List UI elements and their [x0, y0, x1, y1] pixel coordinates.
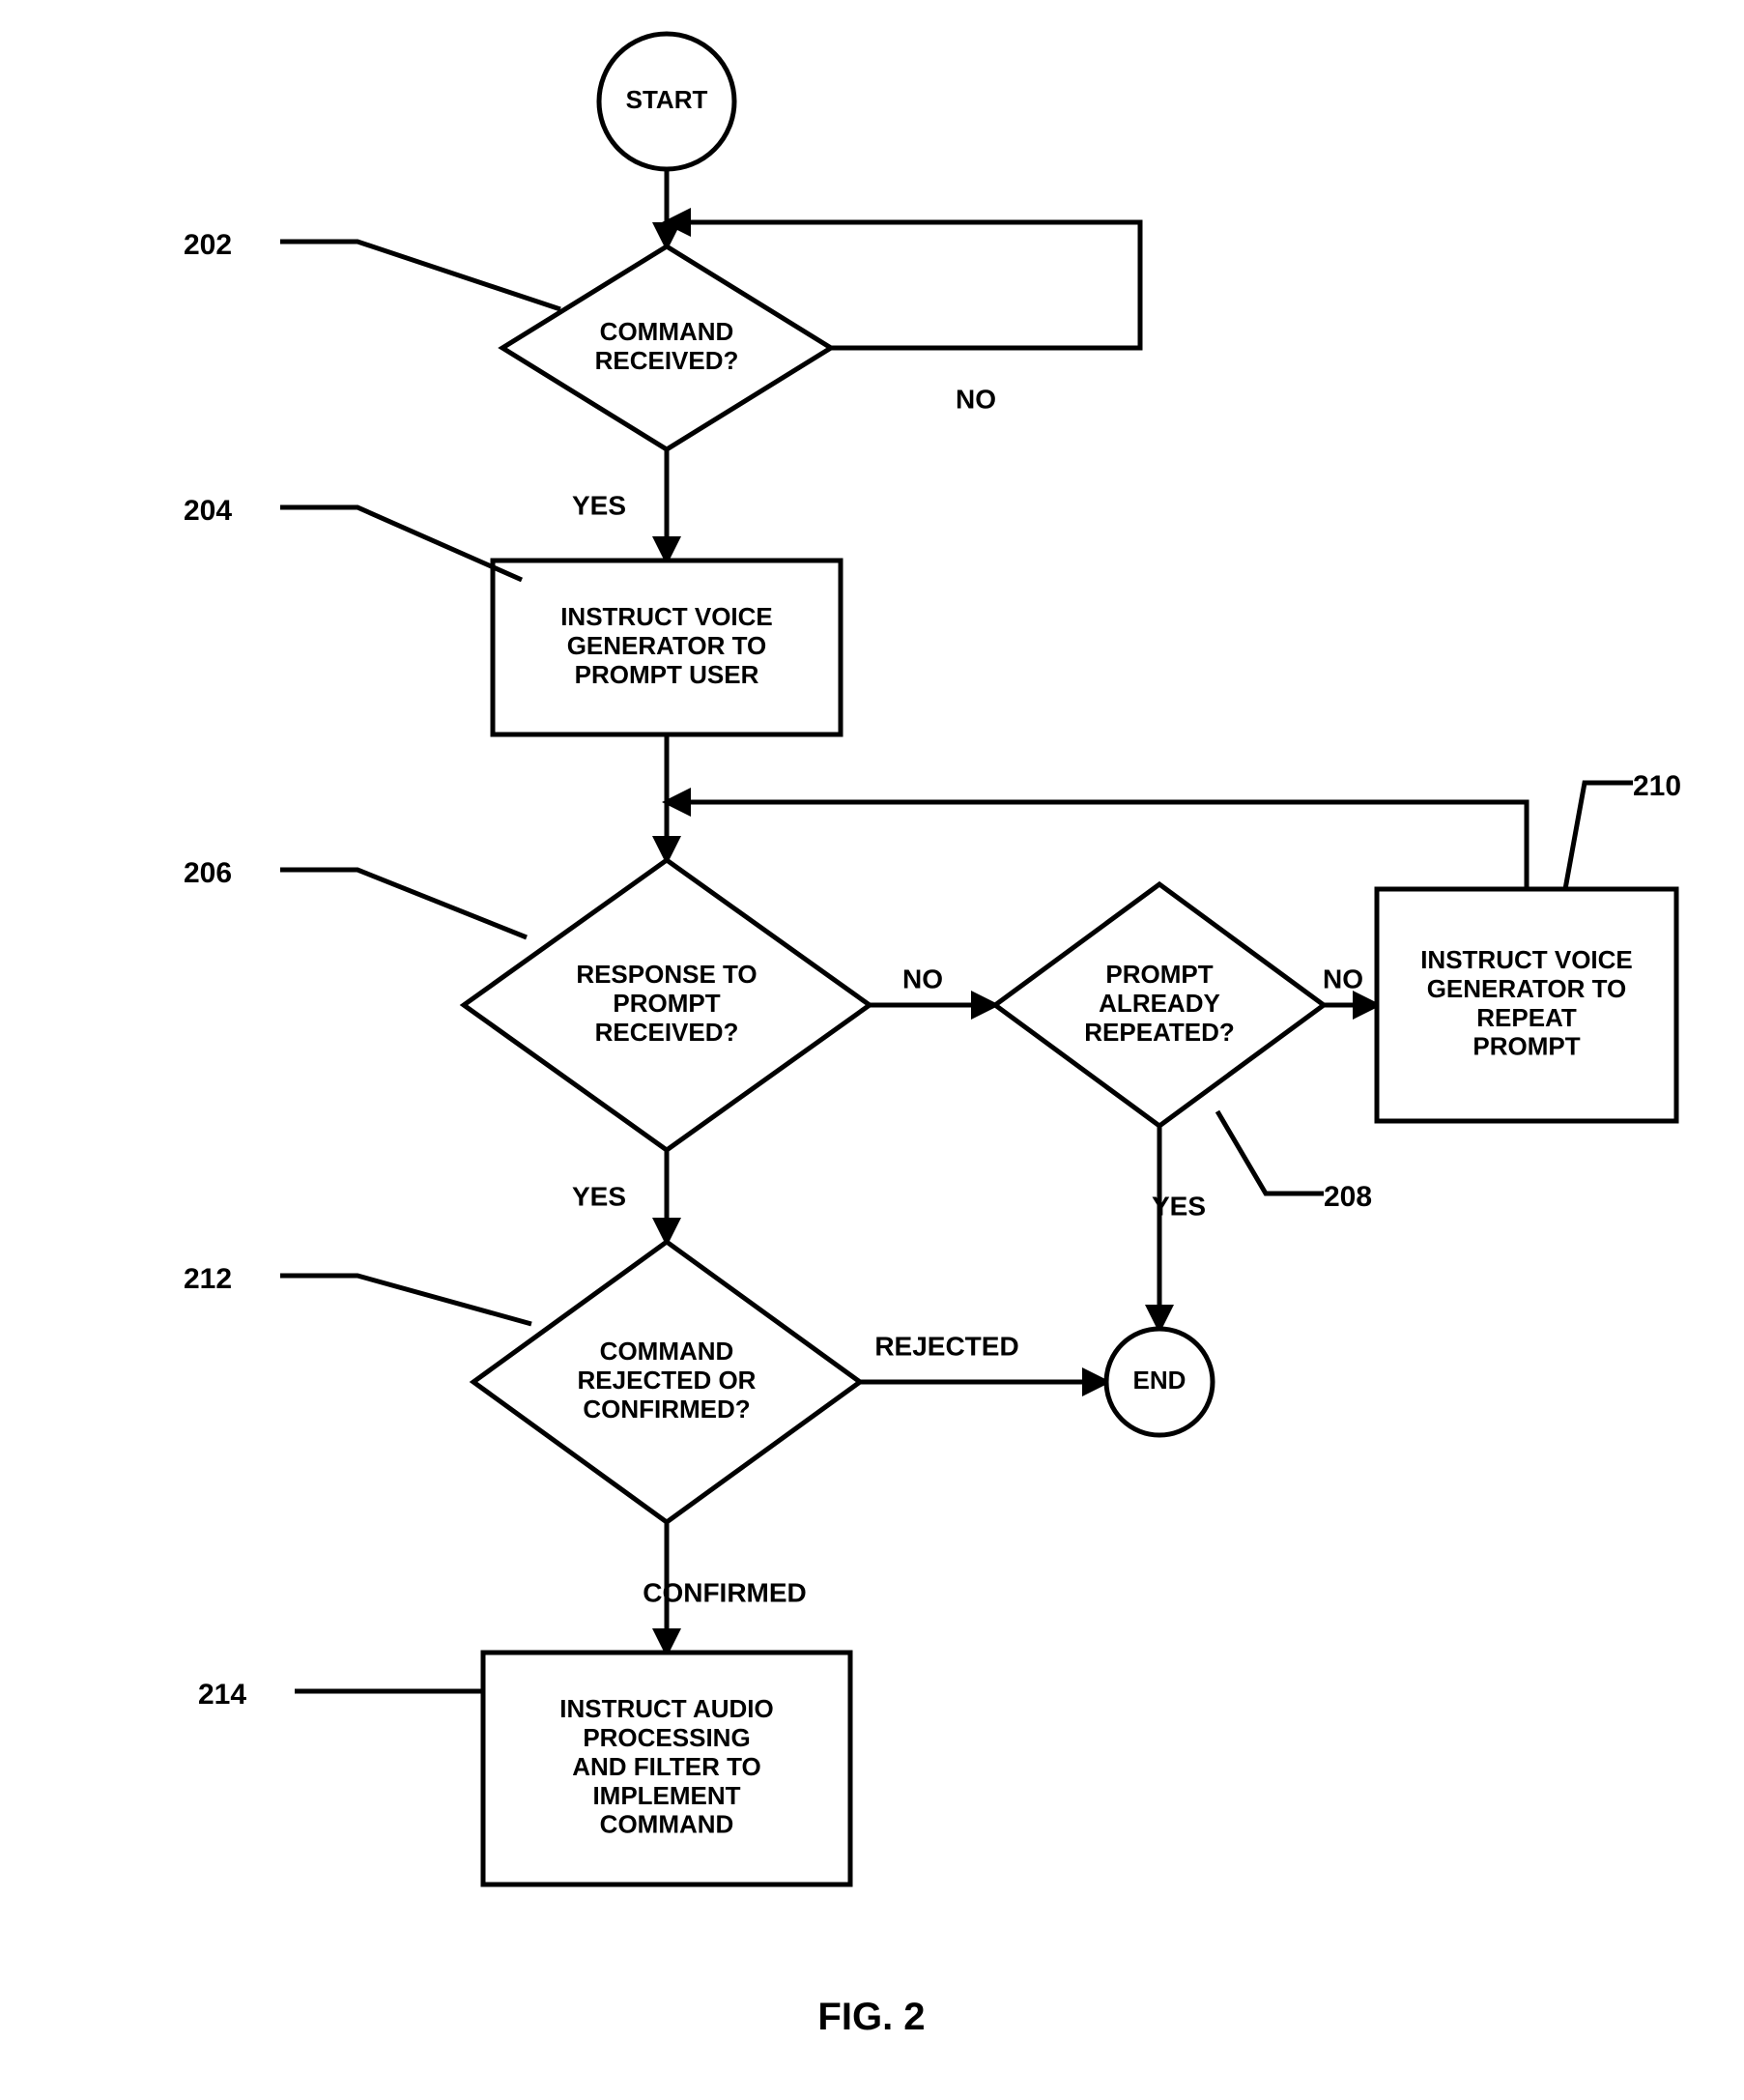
edge-label: NO: [902, 964, 943, 993]
node-label: INSTRUCT VOICE: [560, 602, 773, 631]
node-label: CONFIRMED?: [583, 1395, 750, 1424]
node-label: RECEIVED?: [595, 346, 739, 375]
node-label: GENERATOR TO: [567, 631, 767, 660]
ref-label: 212: [184, 1263, 232, 1295]
ref-label: 214: [198, 1679, 246, 1711]
node-label: PROMPT: [613, 989, 720, 1018]
ref-label: 206: [184, 857, 232, 889]
node-label: INSTRUCT VOICE: [1420, 945, 1633, 974]
flow-edge: [696, 802, 1527, 889]
node-label: REJECTED OR: [578, 1366, 757, 1395]
node-label: COMMAND: [600, 317, 734, 346]
node-label: AND FILTER TO: [572, 1752, 760, 1781]
ref-label: 208: [1324, 1181, 1372, 1213]
ref-label: 204: [184, 495, 232, 527]
node-label: PROMPT: [1105, 960, 1213, 989]
ref-leader: [1565, 783, 1633, 889]
edge-label: CONFIRMED: [643, 1577, 807, 1607]
edge-label: YES: [572, 490, 626, 520]
node-label: PROMPT USER: [575, 660, 759, 689]
node-label: REPEAT: [1476, 1003, 1577, 1032]
node-label: RESPONSE TO: [576, 960, 757, 989]
node-label: END: [1133, 1366, 1186, 1395]
node-label: START: [626, 85, 708, 114]
node-label: COMMAND: [600, 1810, 734, 1839]
edge-label: NO: [956, 384, 996, 414]
ref-leader: [280, 870, 527, 937]
ref-label: 202: [184, 229, 232, 261]
flowchart: NO YES NO NO YES YES REJECTED CONFIRMED START CO…: [0, 0, 1744, 2100]
ref-leader: [280, 1276, 531, 1324]
edge-label: YES: [1152, 1191, 1206, 1221]
ref-leader: [1217, 1111, 1324, 1194]
ref-label: 210: [1633, 770, 1681, 802]
node-label: IMPLEMENT: [592, 1781, 740, 1810]
ref-leader: [280, 242, 560, 309]
edge-label: REJECTED: [874, 1331, 1018, 1361]
node-label: INSTRUCT AUDIO: [559, 1694, 773, 1723]
edge-label: YES: [572, 1181, 626, 1211]
node-label: GENERATOR TO: [1427, 974, 1627, 1003]
figure-caption: FIG. 2: [817, 1996, 925, 2038]
node-label: REPEATED?: [1084, 1018, 1235, 1047]
ref-leader: [280, 507, 522, 580]
node-label: PROCESSING: [583, 1723, 750, 1752]
node-label: ALREADY: [1099, 989, 1220, 1018]
node-label: PROMPT: [1472, 1032, 1580, 1061]
node-label: RECEIVED?: [595, 1018, 739, 1047]
node-label: COMMAND: [600, 1337, 734, 1366]
edge-label: NO: [1323, 964, 1363, 993]
